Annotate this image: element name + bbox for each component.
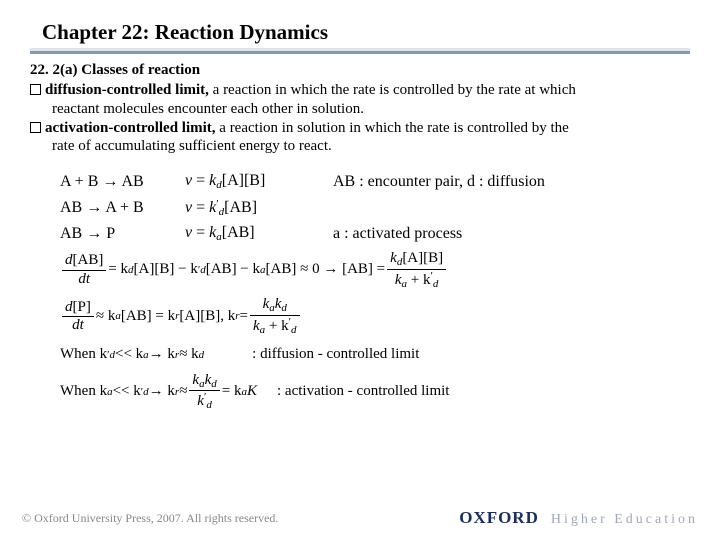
def-part2: rate of accumulating sufficient energy t… bbox=[30, 137, 690, 156]
result-frac: kd[A][B] ka + k′d bbox=[387, 250, 446, 290]
tagline: Higher Education bbox=[551, 512, 698, 528]
term: diffusion-controlled limit, bbox=[45, 82, 209, 98]
limit-note: : diffusion - controlled limit bbox=[252, 346, 419, 363]
bullet-diffusion: diffusion-controlled limit, a reaction i… bbox=[0, 81, 720, 119]
derivative-frac: d[AB] dt bbox=[62, 252, 106, 288]
derivative-frac: d[P] dt bbox=[62, 299, 94, 335]
eq-lhs: AB → P bbox=[60, 225, 185, 243]
eq-activated: AB → P v = ka[AB] a : activated process bbox=[60, 224, 720, 244]
kr-frac: kakd ka + k′d bbox=[250, 296, 300, 336]
equations-block: A + B → AB v = kd[A][B] AB : encounter p… bbox=[0, 156, 720, 412]
def-part2: reactant molecules encounter each other … bbox=[30, 100, 690, 119]
square-bullet-icon bbox=[30, 84, 41, 95]
eq-note: AB : encounter pair, d : diffusion bbox=[333, 173, 545, 191]
square-bullet-icon bbox=[30, 122, 41, 133]
eq-steady-state: d[AB] dt = kd[A][B] − k′d[AB] − ka[AB] ≈… bbox=[60, 250, 720, 290]
eq-rate: v = ka[AB] bbox=[185, 224, 315, 244]
eq-reverse: AB → A + B v = k′d[AB] bbox=[60, 198, 720, 219]
limit-note: : activation - controlled limit bbox=[277, 383, 449, 400]
copyright: © Oxford University Press, 2007. All rig… bbox=[22, 511, 278, 526]
section-heading: 22. 2(a) Classes of reaction bbox=[0, 54, 720, 81]
def-part1: a reaction in solution in which the rate… bbox=[216, 120, 569, 136]
eq-rate: v = k′d[AB] bbox=[185, 198, 315, 219]
eq-forward: A + B → AB v = kd[A][B] AB : encounter p… bbox=[60, 172, 720, 192]
bullet-activation: activation-controlled limit, a reaction … bbox=[0, 119, 720, 157]
eq-product-rate: d[P] dt ≈ ka[AB] = kr[A][B], kr = kakd k… bbox=[60, 296, 720, 336]
oxford-wordmark: OXFORD bbox=[459, 508, 539, 528]
term: activation-controlled limit, bbox=[45, 120, 216, 136]
eq-activation-limit: When ka << k′d → kr ≈ kakd k′d = kaK : a… bbox=[60, 372, 720, 412]
chapter-title: Chapter 22: Reaction Dynamics bbox=[0, 0, 720, 49]
eq-rate: v = kd[A][B] bbox=[185, 172, 315, 192]
publisher-logo: OXFORD Higher Education bbox=[459, 508, 698, 528]
eq-note: a : activated process bbox=[333, 225, 462, 243]
eq-diffusion-limit: When k′d << ka → kr ≈ kd : diffusion - c… bbox=[60, 346, 720, 363]
eq-lhs: AB → A + B bbox=[60, 199, 185, 217]
def-part1: a reaction in which the rate is controll… bbox=[209, 82, 576, 98]
eq-lhs: A + B → AB bbox=[60, 173, 185, 191]
limit-frac: kakd k′d bbox=[189, 372, 219, 412]
title-divider bbox=[30, 51, 690, 54]
footer: © Oxford University Press, 2007. All rig… bbox=[22, 508, 698, 528]
